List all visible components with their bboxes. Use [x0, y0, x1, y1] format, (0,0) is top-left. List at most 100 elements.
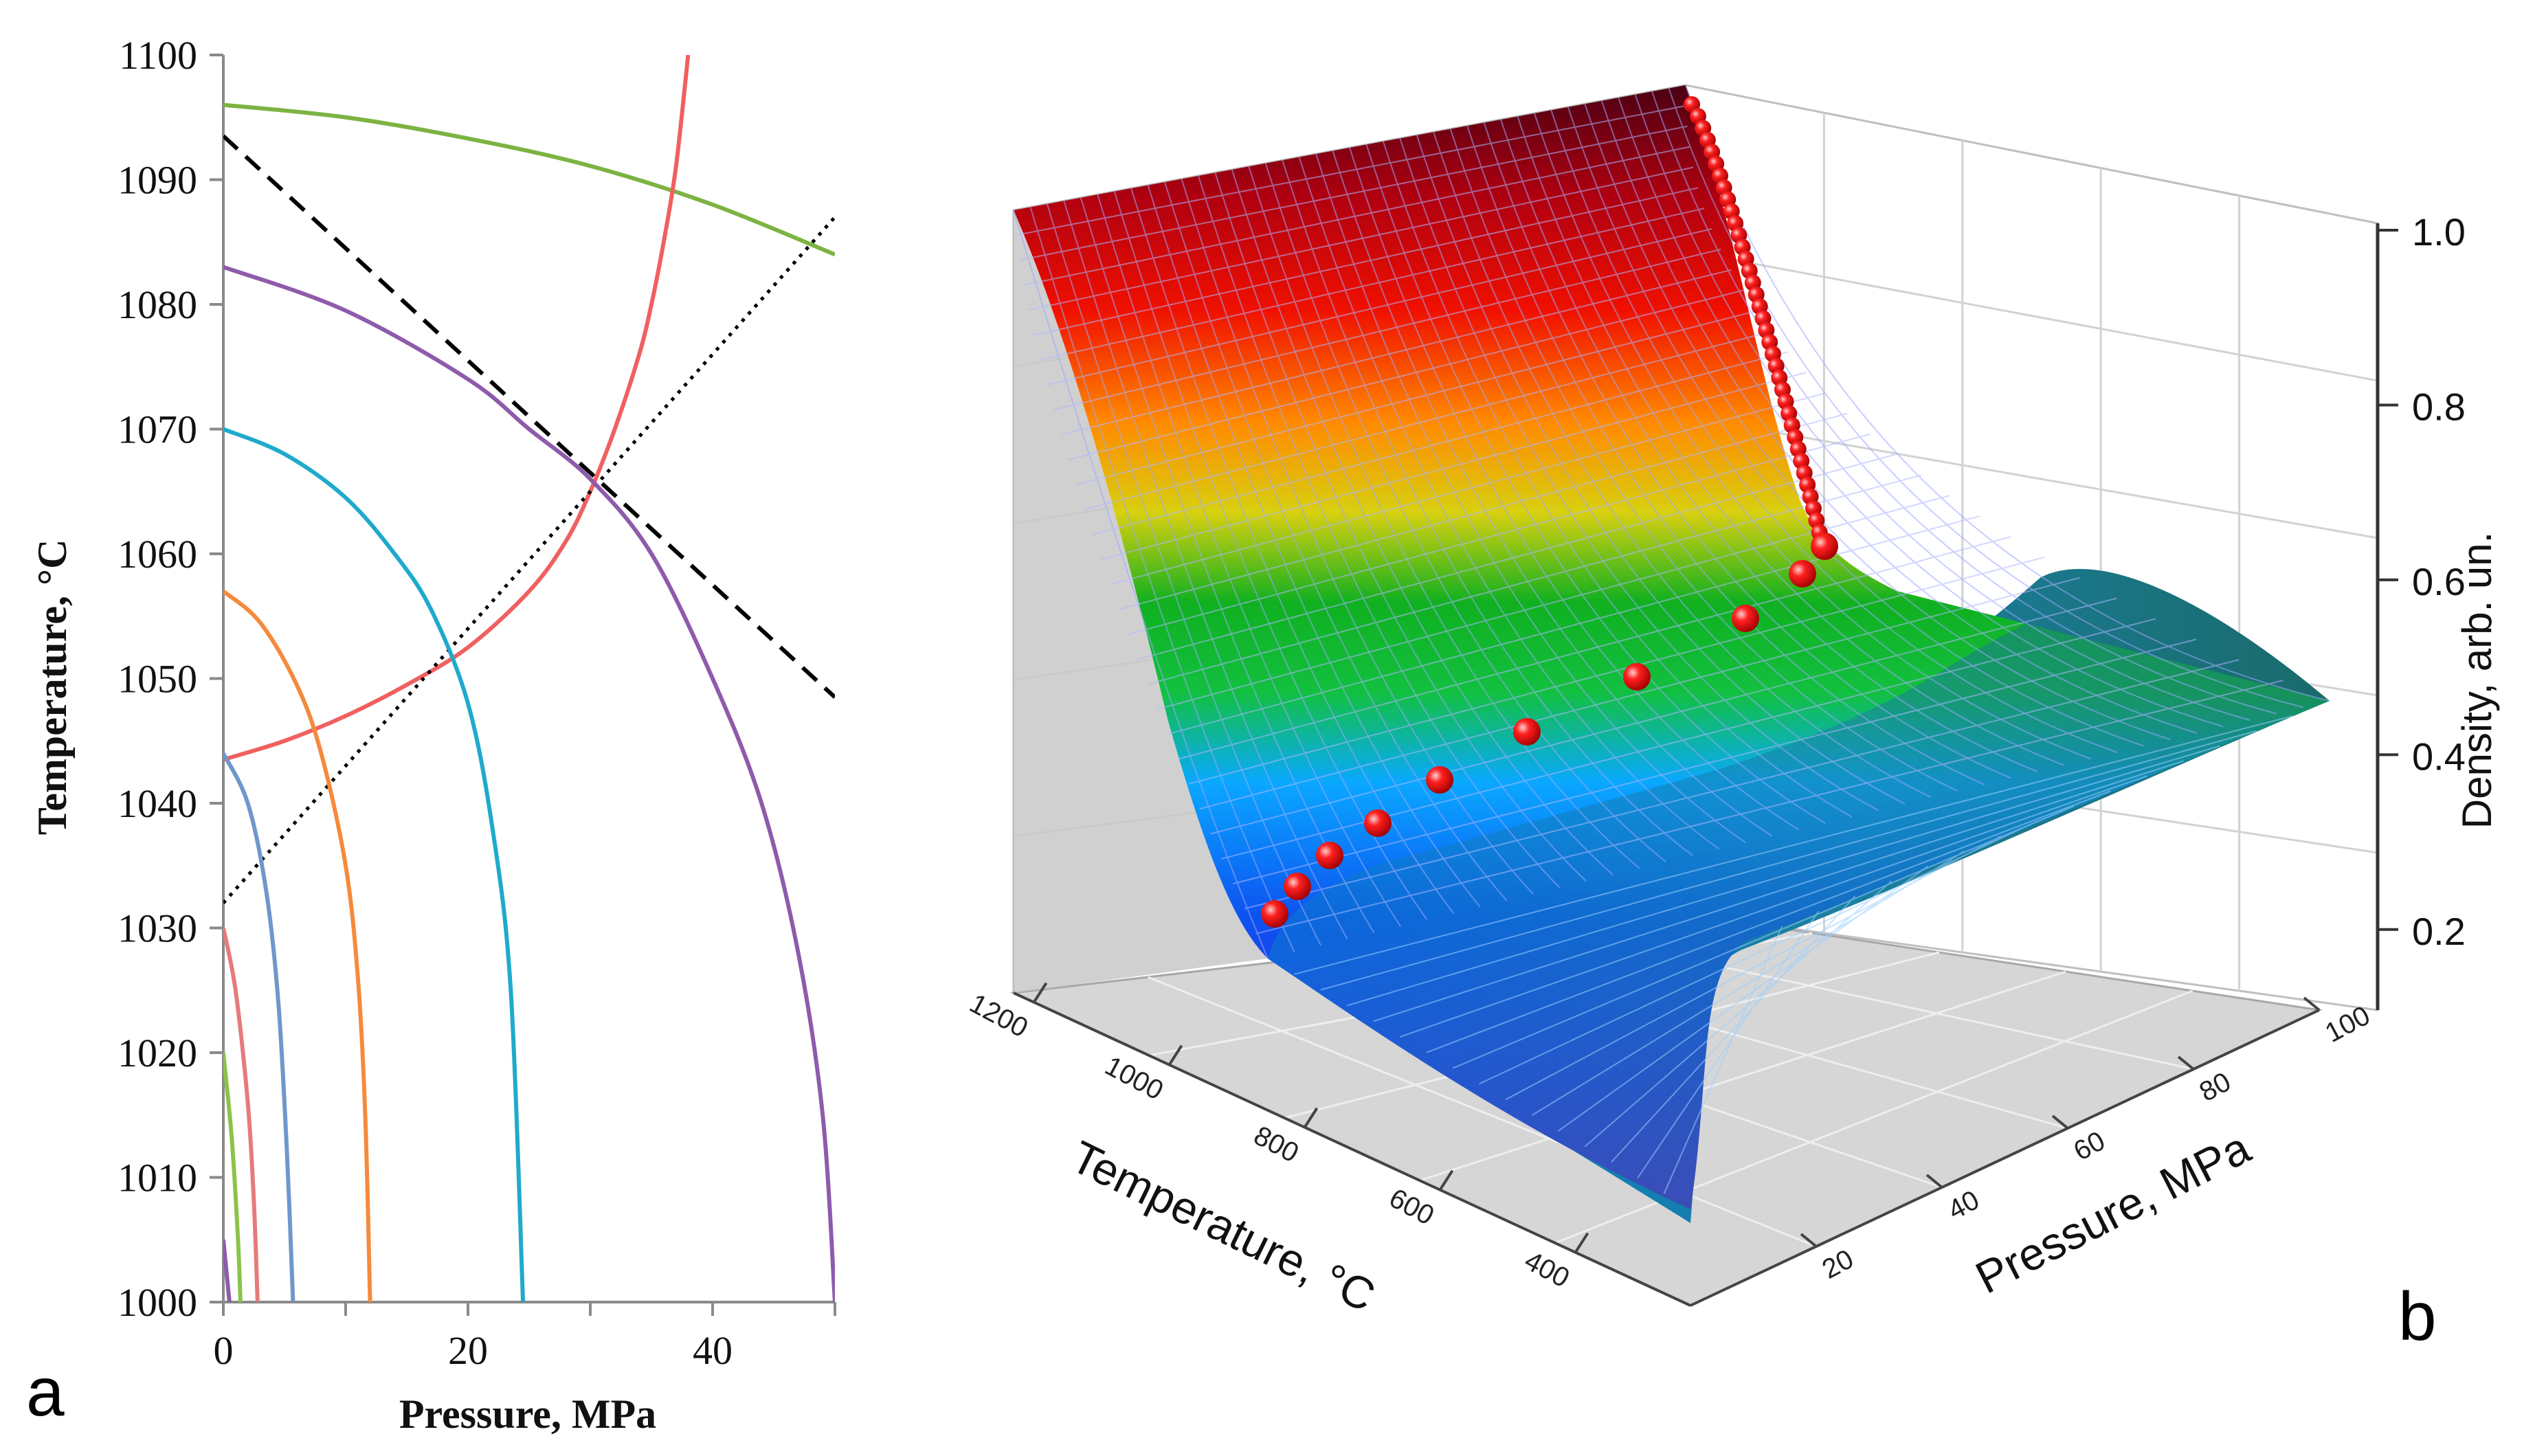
panel-b-mesh-line [1298, 157, 1720, 850]
panel-a-y-tick-label: 1090 [118, 158, 197, 203]
panel-b-z-tick-label: 0.6 [2412, 560, 2466, 603]
panel-b-z-tick-label: 0.2 [2412, 910, 2466, 953]
panel-b-mesh-line [1109, 392, 1827, 585]
panel-b-mesh-line [1113, 191, 1428, 921]
panel-b-x-axis-line [1013, 992, 1691, 1307]
panel-b-mesh-line [1147, 185, 1481, 908]
panel-b-mesh-line [1332, 150, 1773, 837]
panel-b-marker [1811, 533, 1838, 560]
panel-a-x-axis-label: Pressure, MPa [399, 1391, 656, 1437]
panel-b-mesh-line [1373, 760, 2184, 1022]
panel-b-surface-side [1014, 210, 1268, 993]
panel-b-mesh-line [1168, 515, 1980, 735]
panel-b-mesh-line [1399, 138, 1879, 811]
panel-b-markers [1261, 96, 1838, 928]
panel-a-y-tick-label: 1030 [118, 906, 197, 951]
panel-b-mesh-line [1433, 131, 1932, 798]
panel-b-x-tick-label: 400 [1519, 1245, 1574, 1293]
panel-b-surface-mesh [1013, 85, 2330, 1194]
panel-b-mesh-line [1015, 104, 1686, 236]
panel-b-floor-grid-line [1148, 976, 1817, 1248]
panel-a-letter: a [26, 1354, 65, 1431]
panel-b-y-tick-label: 60 [2069, 1125, 2110, 1167]
panel-b-mesh-line [1214, 172, 1587, 882]
panel-b-mesh-line [1147, 474, 1922, 685]
panel-b-mesh-line [1210, 597, 2117, 835]
panel-b-mesh-line [1531, 850, 1965, 1116]
panel-a-series [223, 55, 835, 1302]
panel-b-mesh-line [1320, 730, 2257, 991]
panel-b-mesh-line [1365, 144, 1826, 824]
panel-b-marker [1623, 663, 1651, 691]
panel-a-series-line [223, 427, 526, 1302]
panel-b-mesh-line [1188, 556, 2045, 785]
panel-a-series-line [223, 1052, 243, 1302]
panel-a-x-tick-label: 40 [693, 1328, 733, 1373]
panel-b-mesh-line [1264, 163, 1667, 863]
panel-b-marker [1316, 842, 1343, 869]
panel-b-mesh-line [1130, 188, 1455, 914]
panel-b-mesh-line [1584, 880, 1892, 1147]
panel-b-z-tick-label: 1.0 [2412, 210, 2466, 254]
panel-b-y-tick-mark [2051, 1115, 2069, 1130]
panel-b-mesh-line [1500, 119, 2038, 773]
panel-b-x-tick-mark [1303, 1107, 1319, 1128]
panel-a-y-tick-label: 1010 [118, 1156, 197, 1200]
panel-b-mesh-line [1426, 790, 2111, 1053]
panel-b-mesh-line [1534, 113, 2091, 760]
panel-b-marker [1789, 560, 1816, 587]
panel-b-mesh-line [1618, 97, 2224, 728]
panel-b-mesh-line [1349, 147, 1800, 831]
panel-a-y-tick-label: 1050 [118, 657, 197, 702]
panel-b-marker [1284, 873, 1311, 900]
panel-b-mesh-line [1084, 331, 1772, 511]
panel-b-x-tick-mark [1168, 1044, 1183, 1066]
panel-b-x-axis-label: Temperature, °C [1064, 1131, 1383, 1321]
panel-b-mesh-line [1248, 166, 1640, 869]
panel-a-series-line [223, 102, 835, 257]
panel-b-floor-grid-line [1419, 970, 2066, 1182]
panel-b-mesh-line [1634, 94, 2251, 721]
panel-b-mesh-line [1315, 153, 1746, 844]
panel-b-mesh-line [1028, 166, 1694, 311]
panel-b-mesh-line [1199, 576, 2080, 810]
panel-b-mesh-line [1466, 125, 1985, 785]
panel-b-mesh-line [1244, 659, 2240, 910]
panel-b-mesh-line [1075, 310, 1757, 486]
panel-b-z-tick-label: 0.4 [2412, 735, 2466, 778]
panel-a-y-tick-label: 1040 [118, 781, 197, 826]
panel-b-x-tick-label: 800 [1249, 1120, 1304, 1168]
panel-b-mesh-line [1197, 175, 1561, 888]
panel-a-chart: 1000 1010 1020 1030 1040 1050 1060 1070 1080 1090… [26, 33, 836, 1437]
panel-a-series-line [223, 265, 835, 1302]
panel-b-mesh-line [1034, 187, 1699, 336]
panel-b-mesh-line [1399, 775, 2147, 1038]
panel-a-y-ticks: 1000 1010 1020 1030 1040 1050 1060 1070 1080 1090… [118, 33, 223, 1325]
panel-b-grid-line [1685, 249, 2378, 382]
panel-a-y-axis-label: Temperature, °C [30, 539, 75, 836]
panel-b-mesh-line [1668, 88, 2303, 708]
panel-b-mesh-line [1047, 228, 1712, 386]
panel-b-mesh-line [1097, 194, 1401, 927]
panel-b-marker [1513, 718, 1541, 746]
panel-b-z-tick-label: 0.8 [2412, 385, 2466, 428]
panel-b-mesh-line [1178, 536, 2011, 760]
panel-b-mesh-line [1101, 372, 1807, 561]
panel-a-series-line [223, 134, 835, 699]
panel-b-z-axis-label: Density, arb. un. [2454, 532, 2500, 829]
panel-b-mesh-line [1416, 135, 1906, 805]
panel-b-y-tick-label: 40 [1943, 1185, 1985, 1226]
panel-a-y-tick-label: 1060 [118, 532, 197, 576]
panel-b-y-tick-mark [2303, 996, 2321, 1011]
panel-b-mesh-line [1092, 351, 1789, 535]
panel-b-mesh-line [1483, 122, 2011, 779]
panel-b-mesh-line [1347, 745, 2220, 1007]
panel-a-y-tick-label: 1080 [118, 282, 197, 327]
panel-b-z-ticks: 0.2 0.4 0.6 0.8 1.0 [2378, 210, 2466, 953]
panel-a-x-tick-label: 0 [214, 1328, 234, 1373]
panel-a-series-line [223, 216, 835, 904]
panel-a-x-tick-label: 20 [448, 1328, 488, 1373]
panel-a-y-tick-label: 1070 [118, 407, 197, 452]
panel-b-mesh-line [1128, 433, 1871, 636]
